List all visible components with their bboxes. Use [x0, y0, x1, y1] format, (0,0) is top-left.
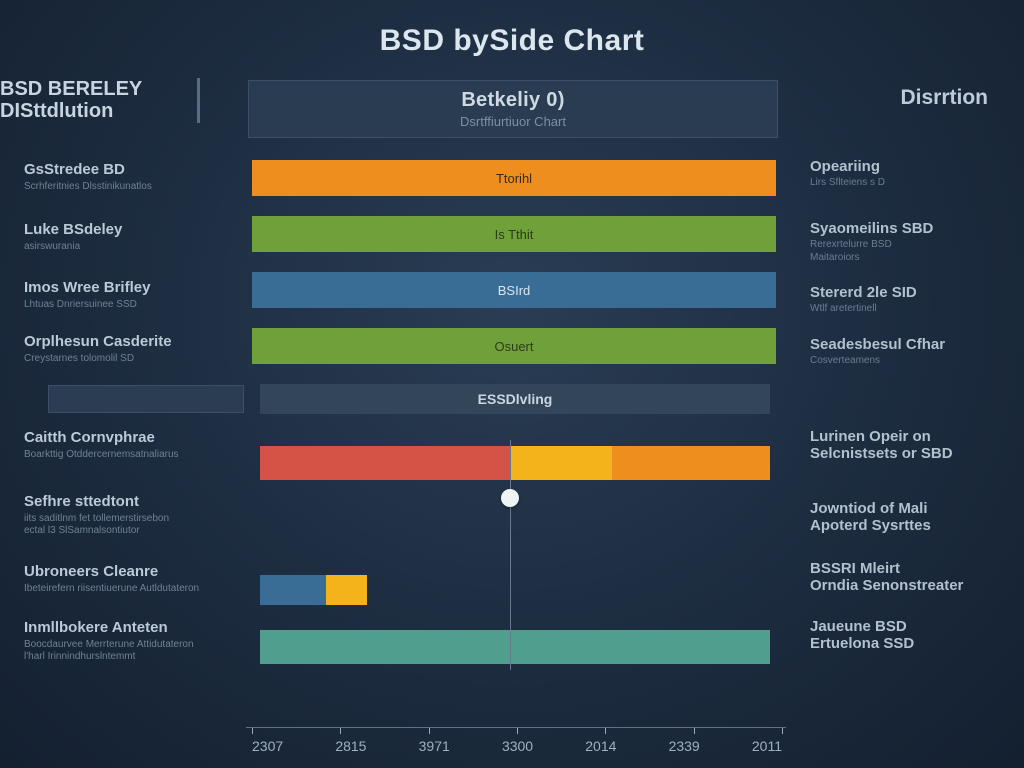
left-header-line2: DISttdlution [0, 100, 187, 122]
right-item: Jowntiod of Mali Apoterd Sysrttes [810, 500, 1000, 535]
x-axis-tick [429, 728, 430, 734]
center-header-panel: Betkeliy 0) Dsrtffiurtiuor Chart [248, 80, 778, 138]
left-divider-bar [48, 385, 244, 413]
left-item-sub: iits saditlnm fet tollemerstirsebon ecta… [24, 513, 220, 538]
right-item-sub: Lirs Sflteiens s D [810, 177, 1000, 190]
left-item-sub: Ibeteirefern riisentiuerune Autldutatero… [24, 583, 220, 596]
left-header-line1: BSD BERELEY [0, 78, 187, 100]
chart-bar: BSIrd [252, 272, 776, 308]
right-item: Syaomeilins SBD Rerexrtelurre BSD Maitar… [810, 220, 1000, 264]
chart-bar: Is Tthit [252, 216, 776, 252]
left-item: Sefhre sttedtont iits saditlnm fet tolle… [24, 494, 220, 538]
x-axis-tick [252, 728, 253, 734]
x-axis-label: 2014 [585, 738, 616, 754]
left-item-label: Orplhesun Casderite [24, 334, 220, 351]
center-vertical-line [510, 440, 511, 670]
page-title: BSD bySide Chart [0, 24, 1024, 58]
x-axis-label: 2815 [335, 738, 366, 754]
x-axis-label: 3300 [502, 738, 533, 754]
right-header: Disrrtion [900, 86, 988, 110]
right-item: BSSRI Mleirt Orndia Senonstreater [810, 560, 1000, 595]
left-item-label: Ubroneers Cleanre [24, 564, 220, 581]
right-item-sub: Rerexrtelurre BSD Maitaroiors [810, 239, 1000, 264]
right-item-label: Stererd 2le SID [810, 284, 1000, 301]
right-item-sub: Cosverteamens [810, 355, 1000, 368]
right-item: Stererd 2le SID Wtlf aretertinell [810, 284, 1000, 316]
left-item: GsStredee BD Scrhferitnies Dlsstinikunat… [24, 162, 220, 193]
x-axis-tick [782, 728, 783, 734]
right-item-label: Syaomeilins SBD [810, 220, 1000, 237]
right-item-label: Jaueune BSD Ertuelona SSD [810, 618, 1000, 653]
center-header-title: Betkeliy 0) [461, 89, 564, 112]
left-item-sub: Boocdaurvee Merrterune Attidutateron l'h… [24, 639, 220, 664]
center-header-subtitle: Dsrtffiurtiuor Chart [460, 114, 566, 129]
left-item-sub: Creystarnes tolomolil SD [24, 353, 220, 366]
right-item-sub: Wtlf aretertinell [810, 303, 1000, 316]
right-item-label: Opeariing [810, 158, 1000, 175]
left-item-label: Luke BSdeley [24, 222, 220, 239]
right-item: Opeariing Lirs Sflteiens s D [810, 158, 1000, 190]
left-item-sub: Scrhferitnies Dlsstinikunatlos [24, 181, 220, 194]
left-item: Caitth Cornvphrae Boarkttig Otddercernem… [24, 430, 220, 461]
left-item-label: Sefhre sttedtont [24, 494, 220, 511]
chart-bar: Ttorihl [252, 160, 776, 196]
center-dot-marker [501, 489, 519, 507]
x-axis-label: 3971 [419, 738, 450, 754]
right-item-label: Jowntiod of Mali Apoterd Sysrttes [810, 500, 1000, 535]
left-item: Inmllbokere Anteten Boocdaurvee Merrteru… [24, 620, 220, 664]
x-axis-tick [517, 728, 518, 734]
section-header-bar: ESSDlvling [260, 384, 770, 414]
x-axis-baseline [246, 727, 786, 728]
left-item-label: Caitth Cornvphrae [24, 430, 220, 447]
x-axis-label: 2011 [752, 738, 782, 754]
chart-bar-segment [510, 446, 612, 480]
left-header: BSD BERELEY DISttdlution [0, 78, 200, 123]
left-item-label: Imos Wree Brifley [24, 280, 220, 297]
chart-bar-segment [326, 575, 367, 605]
left-item-label: Inmllbokere Anteten [24, 620, 220, 637]
x-axis-label: 2339 [669, 738, 700, 754]
right-item: Jaueune BSD Ertuelona SSD [810, 618, 1000, 653]
right-item-label: Seadesbesul Cfhar [810, 336, 1000, 353]
x-axis-tick [605, 728, 606, 734]
left-item-sub: Lhtuas Dnriersuinee SSD [24, 299, 220, 312]
left-item-label: GsStredee BD [24, 162, 220, 179]
chart-bar-segment [260, 446, 510, 480]
x-axis-tick [694, 728, 695, 734]
right-item: Lurinen Opeir on Selcnistsets or SBD [810, 428, 1000, 463]
x-axis-tick [340, 728, 341, 734]
x-axis-labels: 2307 2815 3971 3300 2014 2339 2011 [252, 738, 782, 754]
left-item-sub: Boarkttig Otddercernemsatnaliarus [24, 449, 220, 462]
right-item-label: BSSRI Mleirt Orndia Senonstreater [810, 560, 1000, 595]
chart-bar-segment [260, 630, 770, 664]
x-axis-label: 2307 [252, 738, 283, 754]
chart-bar: Osuert [252, 328, 776, 364]
right-item-label: Lurinen Opeir on Selcnistsets or SBD [810, 428, 1000, 463]
left-item: Luke BSdeley asirswurania [24, 222, 220, 253]
left-item-sub: asirswurania [24, 241, 220, 254]
chart-bar-segment [260, 575, 326, 605]
chart-bar-segment [612, 446, 770, 480]
left-item: Imos Wree Brifley Lhtuas Dnriersuinee SS… [24, 280, 220, 311]
left-item: Orplhesun Casderite Creystarnes tolomoli… [24, 334, 220, 365]
left-item: Ubroneers Cleanre Ibeteirefern riisentiu… [24, 564, 220, 595]
right-item: Seadesbesul Cfhar Cosverteamens [810, 336, 1000, 368]
